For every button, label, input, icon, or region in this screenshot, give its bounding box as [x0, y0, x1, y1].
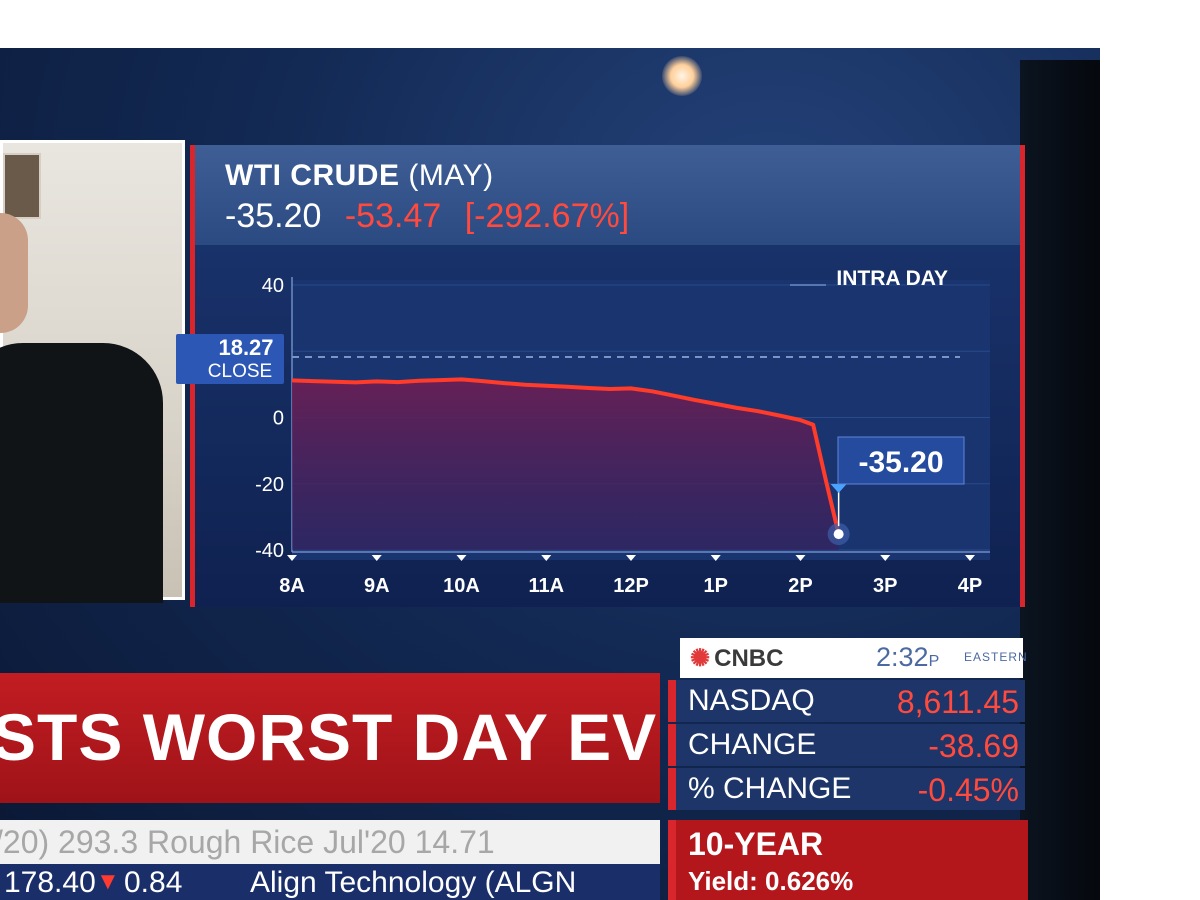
price-change-percent: [-292.67%]	[464, 197, 630, 235]
x-tick-label: 9A	[364, 575, 390, 597]
guest-person	[0, 343, 163, 603]
y-tick-label: 0	[273, 408, 284, 430]
percent-label: % CHANGE	[688, 772, 852, 805]
x-tick-marker	[456, 555, 467, 561]
x-tick-label: 4P	[958, 575, 982, 597]
ticker-top-text: /20) 293.3 Rough Rice Jul'20 14.71	[0, 824, 495, 860]
cnbc-wordmark: CNBC	[714, 645, 784, 672]
clock-ampm: P	[928, 653, 940, 670]
close-label: CLOSE	[208, 361, 272, 382]
wall-picture	[3, 153, 41, 219]
market-row-percent: % CHANGE -0.45%	[668, 768, 1025, 810]
callout-box	[837, 436, 965, 485]
change-value: -38.69	[928, 728, 1019, 764]
x-tick-label: 2P	[788, 575, 812, 597]
x-tick-marker	[795, 555, 806, 561]
index-value: 8,611.45	[896, 684, 1019, 720]
tv-bezel	[1020, 60, 1100, 900]
bond-label: 10-YEAR	[688, 826, 824, 862]
x-tick-marker	[541, 555, 552, 561]
close-value: 18.27	[218, 335, 273, 360]
headline-banner: STS WORST DAY EVER	[0, 673, 660, 803]
peacock-icon: ✺	[690, 645, 711, 672]
callout-pointer	[830, 484, 847, 493]
x-tick-label: 3P	[873, 575, 897, 597]
x-tick-marker	[287, 555, 297, 561]
quote-line: -35.20 -53.47 [-292.67%]	[225, 197, 629, 236]
instrument-name: WTI CRUDE	[225, 159, 400, 192]
x-tick-label: 10A	[443, 575, 480, 597]
y-tick-label: -40	[255, 540, 284, 562]
x-tick-label: 11A	[528, 575, 564, 597]
clock-time: 2:32	[876, 642, 929, 672]
ticker-bottom: 178.40 ▼ 0.84 Align Technology (ALGN	[0, 864, 660, 900]
last-price: -35.20	[225, 197, 322, 235]
close-label-box	[176, 333, 284, 384]
bond-box: 10-YEAR Yield: 0.626%	[668, 820, 1028, 900]
price-area	[292, 379, 839, 550]
end-point	[833, 529, 844, 540]
ticker-price: 178.40	[4, 866, 96, 899]
chart-header: WTI CRUDE (MAY) -35.20 -53.47 [-292.67%]	[195, 145, 1020, 245]
down-arrow-icon: ▼	[96, 868, 120, 895]
network-bar: ✺ CNBC 2:32P EASTERN	[680, 638, 1027, 678]
ticker-top: /20) 293.3 Rough Rice Jul'20 14.71	[0, 820, 660, 864]
bond-yield: Yield: 0.626%	[688, 866, 854, 896]
guest-face	[0, 213, 28, 333]
x-tick-label: 12P	[613, 575, 649, 597]
callout-value: -35.20	[858, 446, 943, 479]
x-tick-marker	[880, 555, 891, 561]
change-label: CHANGE	[688, 728, 817, 761]
ticker-company: Align Technology (ALGN	[250, 866, 577, 899]
y-tick-label: -20	[255, 474, 284, 496]
ticker-change: 0.84	[124, 866, 183, 899]
price-change: -53.47	[344, 197, 442, 235]
ceiling-light	[662, 56, 702, 96]
price-line	[291, 377, 841, 535]
x-tick-marker	[710, 555, 721, 561]
clock: 2:32P	[876, 642, 939, 673]
time-zone: EASTERN	[964, 650, 1028, 664]
instrument-title: WTI CRUDE (MAY)	[225, 159, 494, 193]
market-row-index: NASDAQ 8,611.45	[668, 680, 1025, 722]
market-row-change: CHANGE -38.69	[668, 724, 1025, 766]
x-tick-label: 8A	[279, 575, 305, 597]
x-tick-label: 1P	[704, 575, 728, 597]
x-tick-marker	[965, 555, 975, 561]
chart-title: INTRA DAY	[836, 267, 948, 290]
headline-text: STS WORST DAY EVER	[0, 700, 660, 774]
x-tick-marker	[626, 555, 636, 561]
x-tick-marker	[371, 555, 382, 561]
y-tick-label: 40	[262, 275, 284, 297]
cnbc-logo: ✺ CNBC	[690, 644, 783, 673]
index-label: NASDAQ	[688, 684, 815, 717]
instrument-contract: (MAY)	[408, 159, 494, 192]
percent-value: -0.45%	[917, 772, 1019, 808]
